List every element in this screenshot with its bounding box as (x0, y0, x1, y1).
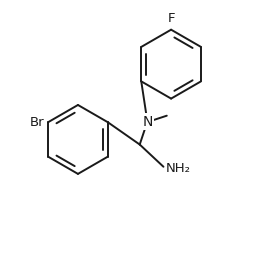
Text: NH₂: NH₂ (166, 162, 191, 175)
Text: Br: Br (30, 116, 44, 129)
Text: F: F (167, 12, 175, 25)
Text: N: N (142, 115, 152, 129)
